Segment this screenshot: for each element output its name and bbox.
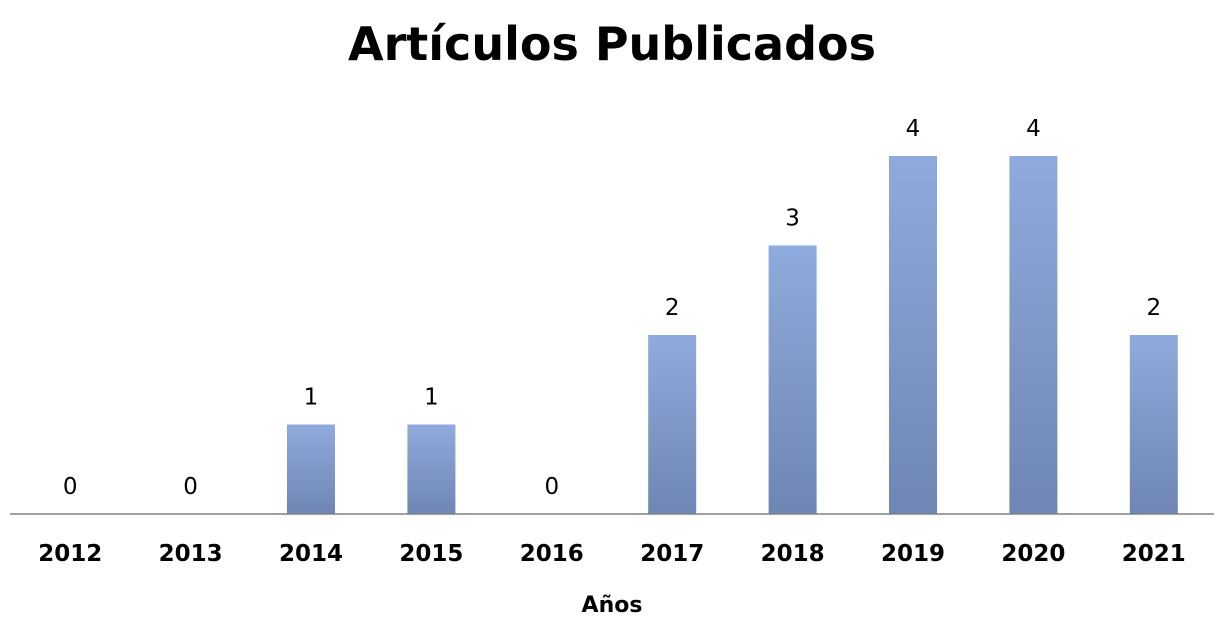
data-label-2014: 1 (304, 385, 319, 411)
chart-title: Artículos Publicados (348, 17, 876, 71)
bar-2018 (768, 245, 817, 514)
bars-group (287, 156, 1178, 514)
x-tick-label-2012: 2012 (38, 541, 102, 567)
x-tick-label-2013: 2013 (159, 541, 223, 567)
x-tick-label-2019: 2019 (881, 541, 945, 567)
data-label-2016: 0 (544, 474, 559, 500)
data-label-2017: 2 (665, 295, 680, 321)
x-tick-label-2015: 2015 (399, 541, 463, 567)
value-labels-group: 0 0 1 1 0 2 3 4 4 2 (63, 116, 1161, 500)
x-tick-label-2020: 2020 (1001, 541, 1065, 567)
x-tick-label-2018: 2018 (761, 541, 825, 567)
x-tick-label-2016: 2016 (520, 541, 584, 567)
x-tick-label-2021: 2021 (1122, 541, 1186, 567)
bar-2017 (648, 335, 697, 514)
data-label-2019: 4 (906, 116, 921, 142)
x-tick-label-2017: 2017 (640, 541, 704, 567)
bar-2019 (889, 156, 937, 514)
bar-2020 (1009, 156, 1058, 514)
data-label-2020: 4 (1026, 116, 1041, 142)
data-label-2021: 2 (1146, 295, 1161, 321)
bar-2014 (287, 424, 335, 514)
x-tick-labels-group: 2012 2013 2014 2015 2016 2017 2018 2019 2020 2021 (38, 541, 1186, 567)
x-tick-label-2014: 2014 (279, 541, 343, 567)
bar-2015 (407, 424, 456, 514)
data-label-2015: 1 (424, 385, 439, 411)
data-label-2013: 0 (183, 474, 198, 500)
data-label-2018: 3 (785, 206, 800, 232)
bar-2021 (1129, 335, 1178, 514)
x-axis-label: Años (582, 593, 643, 618)
data-label-2012: 0 (63, 474, 78, 500)
